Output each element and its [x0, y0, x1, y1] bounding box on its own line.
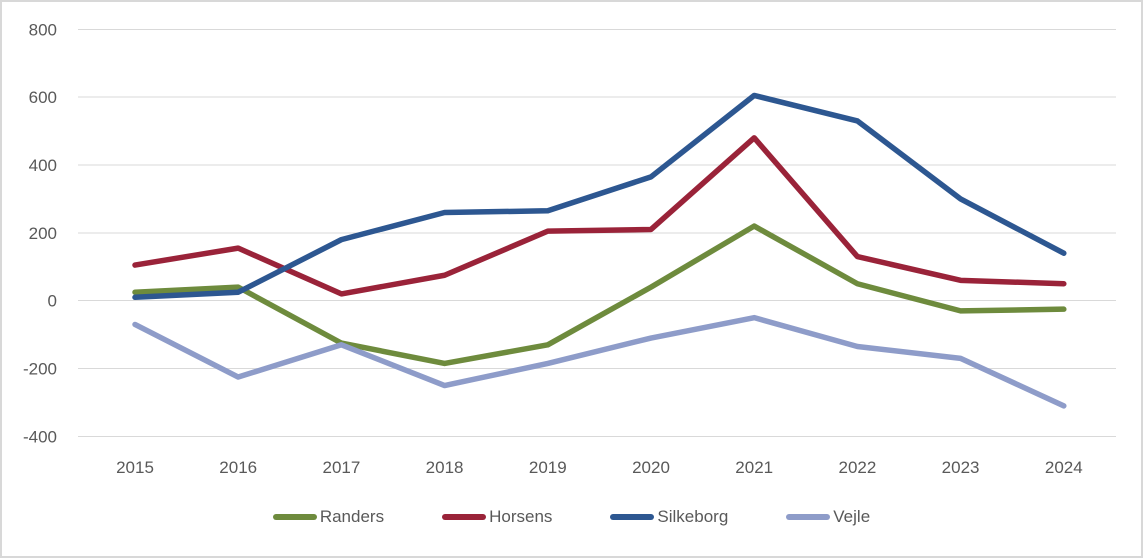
legend-label: Silkeborg [657, 507, 729, 526]
series-line-vejle [132, 314, 1067, 409]
x-axis-tick-label: 2020 [632, 458, 670, 477]
legend-item-vejle: Vejle [786, 508, 870, 525]
legend-label: Randers [319, 507, 385, 526]
y-axis-tick-label: 600 [29, 88, 57, 107]
x-axis-tick-label: 2019 [529, 458, 567, 477]
x-axis-tick-label: 2017 [322, 458, 360, 477]
legend-marker-icon [272, 513, 317, 520]
series-line-randers [132, 223, 1067, 367]
y-axis-tick-label: -200 [23, 360, 57, 379]
legend-label: Horsens [489, 507, 553, 526]
y-axis-tick-label: 800 [29, 20, 57, 39]
legend-label: Vejle [833, 507, 871, 526]
y-axis-tick-label: -400 [23, 427, 57, 446]
line-chart-canvas: 800 600 400 200 0 -200 -400 2015 2016 2017 2018 201… [23, 20, 1116, 477]
x-axis-tick-label: 2015 [116, 458, 154, 477]
legend-marker-icon [786, 513, 831, 520]
legend-marker-icon [442, 513, 487, 520]
x-axis-tick-label: 2024 [1045, 458, 1083, 477]
legend-item-horsens: Horsens [442, 508, 552, 525]
x-axis-tick-label: 2018 [426, 458, 464, 477]
x-axis-tick-label: 2021 [735, 458, 773, 477]
series-line-horsens [132, 135, 1067, 297]
legend-item-silkeborg: Silkeborg [610, 508, 728, 525]
chart-legend: Randers Horsens Silkeborg Vejle [2, 508, 1141, 525]
series-line-silkeborg [132, 92, 1067, 301]
y-axis-tick-label: 200 [29, 224, 57, 243]
x-axis-tick-label: 2022 [838, 458, 876, 477]
x-axis-tick-label: 2023 [942, 458, 980, 477]
x-axis-tick-label: 2016 [219, 458, 257, 477]
legend-item-randers: Randers [272, 507, 385, 526]
y-axis-tick-label: 0 [48, 292, 57, 311]
y-axis-tick-label: 400 [29, 156, 57, 175]
legend-marker-icon [610, 513, 655, 520]
